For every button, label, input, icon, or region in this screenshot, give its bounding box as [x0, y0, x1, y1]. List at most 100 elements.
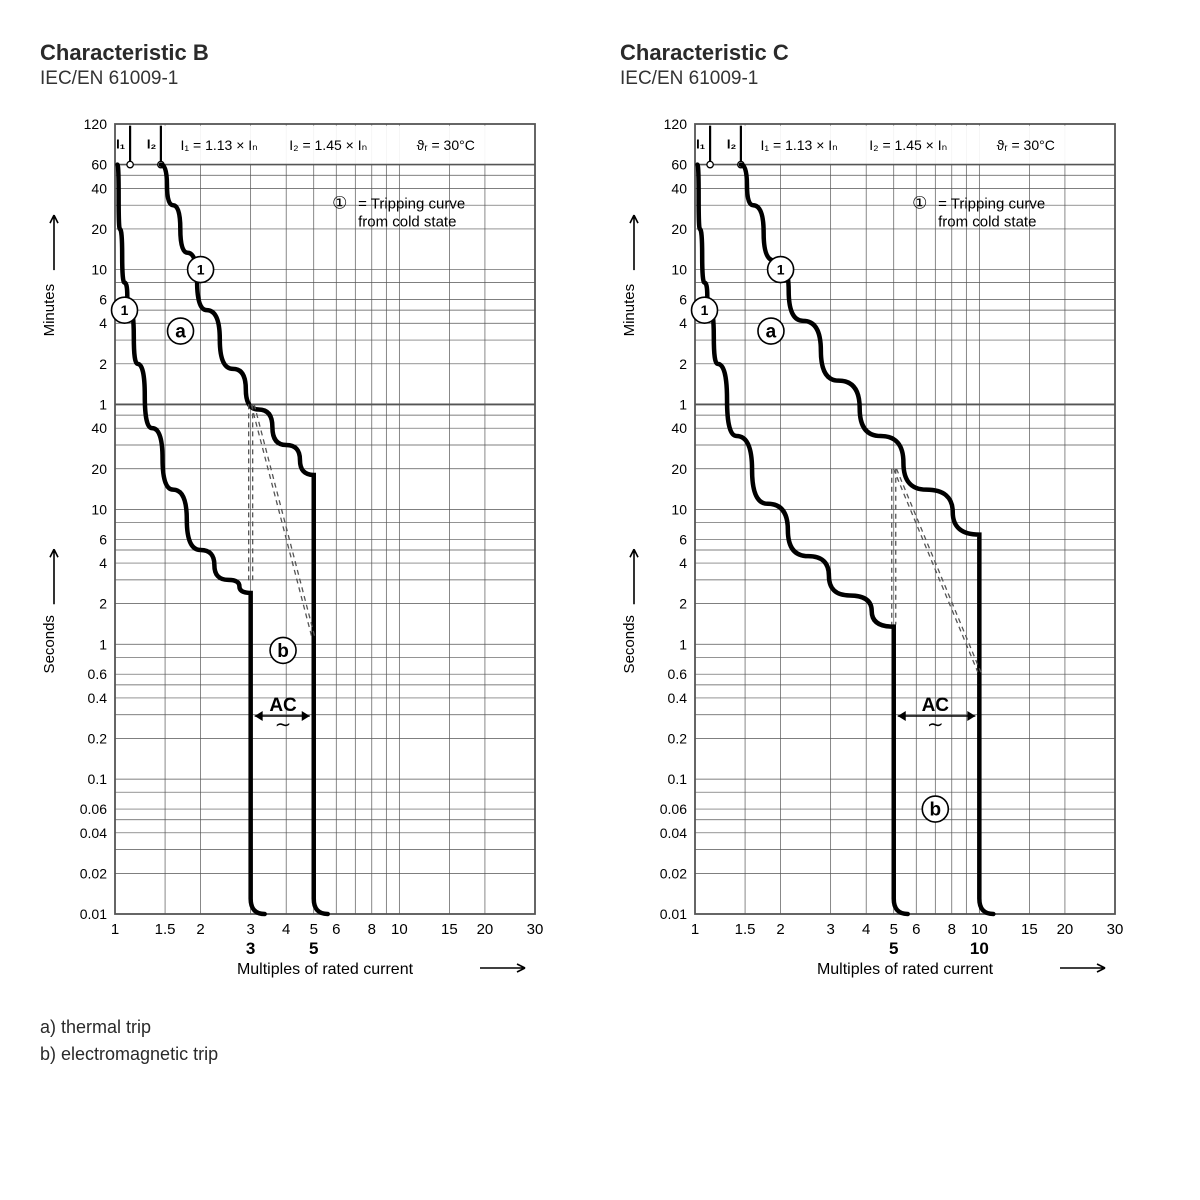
note-i2: I₂ = 1.45 × Iₙ — [289, 137, 367, 153]
circled-label: 1 — [692, 297, 718, 323]
note-i1: I₁ = 1.13 × Iₙ — [761, 137, 838, 153]
i2-marker: I₂ — [727, 137, 737, 152]
x-tick: 20 — [477, 921, 494, 938]
y-axis-seconds: Seconds — [41, 615, 58, 673]
circled-label: 1 — [112, 297, 138, 323]
svg-text:b: b — [929, 800, 941, 821]
y-tick-sec: 0.04 — [660, 825, 687, 841]
y-axis-minutes: Minutes — [621, 284, 638, 337]
chart-svg: I₁ I₂ I₁ = 1.13 × Iₙ I₂ = 1.45 × Iₙ ϑᵣ = 30°… — [40, 104, 560, 984]
x-tick: 3 — [246, 921, 254, 938]
y-tick-sec: 1 — [99, 636, 107, 652]
i1-marker: I₁ — [116, 137, 125, 152]
i1-marker: I₁ — [696, 137, 705, 152]
y-tick-min: 2 — [679, 356, 687, 372]
y-tick-min: 40 — [91, 180, 107, 196]
page: Characteristic BIEC/EN 61009-1I₁I₂I₁ = 1… — [40, 40, 1160, 1068]
circled-label: 1 — [768, 257, 794, 283]
chart-subtitle: IEC/EN 61009-1 — [620, 68, 1160, 90]
y-tick-min: 40 — [671, 180, 687, 196]
x-tick: 3 — [826, 921, 834, 938]
x-tick: 6 — [912, 921, 920, 938]
y-tick-min: 60 — [671, 157, 687, 173]
y-tick-sec: 0.2 — [88, 731, 108, 747]
tilde-icon: ∼ — [275, 714, 292, 736]
y-tick-sec: 1 — [679, 636, 687, 652]
x-tick: 4 — [282, 921, 290, 938]
y-tick-sec: 10 — [671, 501, 687, 517]
x-tick: 30 — [527, 921, 544, 938]
y-tick-sec: 4 — [99, 555, 107, 571]
x-axis-label: Multiples of rated current — [237, 961, 414, 978]
y-axis-minutes: Minutes — [41, 284, 58, 337]
y-tick-sec: 0.02 — [660, 865, 687, 881]
svg-text:= Tripping curve: = Tripping curve — [358, 196, 465, 213]
chart-subtitle: IEC/EN 61009-1 — [40, 68, 580, 90]
y-tick-min: 2 — [99, 356, 107, 372]
grid — [115, 124, 535, 914]
dashed-line — [893, 469, 977, 672]
y-axis-seconds: Seconds — [621, 615, 638, 673]
svg-text:①: ① — [332, 194, 347, 213]
svg-text:1: 1 — [197, 261, 205, 277]
ac-label: AC — [922, 695, 950, 716]
svg-text:a: a — [175, 322, 186, 343]
y-tick-min: 20 — [671, 221, 687, 237]
note-theta: ϑᵣ = 30°C — [997, 137, 1055, 153]
y-tick-min: 1 — [99, 396, 107, 412]
note-theta: ϑᵣ = 30°C — [417, 137, 475, 153]
y-tick-sec: 0.04 — [80, 825, 107, 841]
y-tick-sec: 20 — [91, 461, 107, 477]
chart-title: Characteristic C — [620, 40, 1160, 66]
footnotes: a) thermal trip b) electromagnetic trip — [40, 1014, 1160, 1068]
footnote-b: b) electromagnetic trip — [40, 1041, 1160, 1068]
y-tick-sec: 0.06 — [80, 801, 107, 817]
y-tick-min: 6 — [679, 291, 687, 307]
y-tick-sec: 4 — [679, 555, 687, 571]
x-tick: 8 — [948, 921, 956, 938]
x-tick: 2 — [196, 921, 204, 938]
y-tick-sec: 2 — [99, 596, 107, 612]
x-tick: 4 — [862, 921, 870, 938]
circled-label: a — [758, 318, 784, 344]
x-tick: 15 — [1021, 921, 1038, 938]
y-tick-sec: 0.1 — [88, 771, 108, 787]
x-tick-bold: 5 — [309, 939, 318, 958]
circled-label: b — [922, 796, 948, 822]
note-i2: I₂ = 1.45 × Iₙ — [869, 137, 947, 153]
x-tick-bold: 5 — [889, 939, 898, 958]
ac-label: AC — [269, 695, 297, 716]
svg-text:= Tripping curve: = Tripping curve — [938, 196, 1045, 213]
y-tick-sec: 0.4 — [88, 690, 108, 706]
y-tick-min: 4 — [99, 315, 107, 331]
y-tick-min: 120 — [664, 116, 688, 132]
x-axis-label: Multiples of rated current — [817, 961, 994, 978]
y-tick-sec: 20 — [671, 461, 687, 477]
y-tick-sec: 0.2 — [668, 731, 688, 747]
svg-text:1: 1 — [701, 302, 709, 318]
note-i1: I₁ = 1.13 × Iₙ — [181, 137, 258, 153]
x-tick-bold: 10 — [970, 939, 989, 958]
arrow-icon — [1060, 964, 1105, 972]
y-tick-sec: 10 — [91, 501, 107, 517]
x-tick: 1 — [111, 921, 119, 938]
chart-title: Characteristic B — [40, 40, 580, 66]
x-tick: 15 — [441, 921, 458, 938]
y-tick-sec: 40 — [671, 420, 687, 436]
chart-B: Characteristic BIEC/EN 61009-1 I₁ I₂ I₁ = 1… — [40, 40, 580, 984]
y-tick-sec: 0.06 — [660, 801, 687, 817]
x-tick: 2 — [776, 921, 784, 938]
x-tick: 5 — [890, 921, 898, 938]
footnote-a: a) thermal trip — [40, 1014, 1160, 1041]
svg-text:①: ① — [912, 194, 927, 213]
y-tick-sec: 0.01 — [80, 906, 107, 922]
svg-text:1: 1 — [777, 261, 785, 277]
x-tick: 8 — [368, 921, 376, 938]
arrow-icon — [480, 964, 525, 972]
y-tick-sec: 2 — [679, 596, 687, 612]
i2-marker: I₂ — [147, 137, 157, 152]
svg-text:from cold state: from cold state — [938, 214, 1036, 231]
y-tick-min: 20 — [91, 221, 107, 237]
y-tick-min: 6 — [99, 291, 107, 307]
circled-label: 1 — [188, 257, 214, 283]
